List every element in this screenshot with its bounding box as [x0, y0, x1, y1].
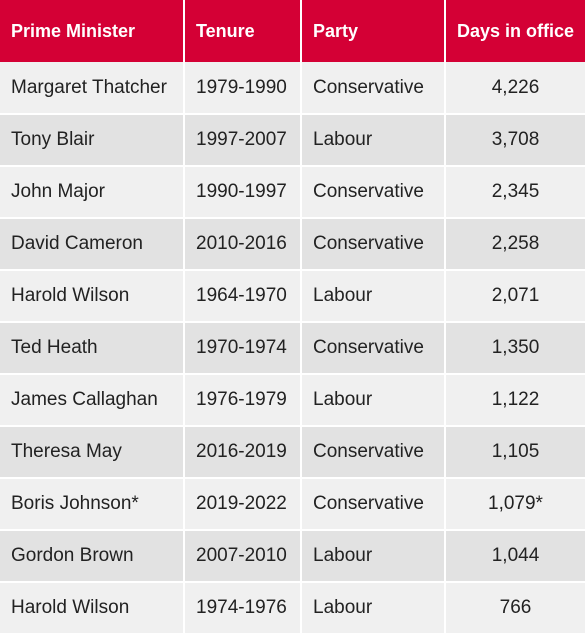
cell-tenure: 2010-2016 — [184, 218, 302, 271]
header-tenure: Tenure — [184, 0, 302, 62]
cell-tenure: 1964-1970 — [184, 270, 302, 323]
cell-party: Conservative — [301, 218, 446, 271]
cell-party: Labour — [301, 270, 446, 323]
table-row: Margaret Thatcher 1979-1990 Conservative 4,… — [0, 62, 585, 115]
table-row: Boris Johnson* 2019-2022 Conservative 1,079… — [0, 478, 585, 531]
cell-tenure: 1976-1979 — [184, 374, 302, 427]
cell-tenure: 1979-1990 — [184, 62, 302, 115]
cell-days-in-office: 3,708 — [445, 114, 585, 167]
table-row: John Major 1990-1997 Conservative 2,345 — [0, 166, 585, 219]
cell-days-in-office: 766 — [445, 582, 585, 635]
table-row: Gordon Brown 2007-2010 Labour 1,044 — [0, 530, 585, 583]
table-row: Theresa May 2016-2019 Conservative 1,105 — [0, 426, 585, 479]
cell-party: Labour — [301, 374, 446, 427]
cell-party: Labour — [301, 530, 446, 583]
table-row: James Callaghan 1976-1979 Labour 1,122 — [0, 374, 585, 427]
cell-party: Labour — [301, 582, 446, 635]
cell-party: Conservative — [301, 478, 446, 531]
cell-prime-minister: Harold Wilson — [0, 270, 185, 323]
cell-prime-minister: Gordon Brown — [0, 530, 185, 583]
cell-party: Conservative — [301, 426, 446, 479]
cell-days-in-office: 1,350 — [445, 322, 585, 375]
table-row: Harold Wilson 1964-1970 Labour 2,071 — [0, 270, 585, 323]
cell-prime-minister: James Callaghan — [0, 374, 185, 427]
table-body: Margaret Thatcher 1979-1990 Conservative 4,… — [0, 62, 585, 635]
cell-prime-minister: John Major — [0, 166, 185, 219]
cell-days-in-office: 2,071 — [445, 270, 585, 323]
cell-party: Conservative — [301, 62, 446, 115]
cell-tenure: 2007-2010 — [184, 530, 302, 583]
header-prime-minister: Prime Minister — [0, 0, 185, 62]
cell-days-in-office: 4,226 — [445, 62, 585, 115]
cell-tenure: 2019-2022 — [184, 478, 302, 531]
header-days-in-office: Days in office — [445, 0, 585, 62]
header-row: Prime Minister Tenure Party Days in offi… — [0, 0, 585, 62]
cell-prime-minister: Tony Blair — [0, 114, 185, 167]
cell-days-in-office: 1,122 — [445, 374, 585, 427]
cell-tenure: 1997-2007 — [184, 114, 302, 167]
cell-days-in-office: 1,044 — [445, 530, 585, 583]
cell-tenure: 2016-2019 — [184, 426, 302, 479]
cell-tenure: 1990-1997 — [184, 166, 302, 219]
cell-days-in-office: 1,079* — [445, 478, 585, 531]
table-row: David Cameron 2010-2016 Conservative 2,258 — [0, 218, 585, 271]
header-party: Party — [301, 0, 446, 62]
cell-prime-minister: Theresa May — [0, 426, 185, 479]
cell-tenure: 1974-1976 — [184, 582, 302, 635]
cell-days-in-office: 2,258 — [445, 218, 585, 271]
cell-prime-minister: Ted Heath — [0, 322, 185, 375]
cell-prime-minister: Boris Johnson* — [0, 478, 185, 531]
cell-party: Conservative — [301, 322, 446, 375]
table-row: Ted Heath 1970-1974 Conservative 1,350 — [0, 322, 585, 375]
cell-party: Conservative — [301, 166, 446, 219]
cell-prime-minister: David Cameron — [0, 218, 185, 271]
table-row: Tony Blair 1997-2007 Labour 3,708 — [0, 114, 585, 167]
cell-days-in-office: 1,105 — [445, 426, 585, 479]
cell-days-in-office: 2,345 — [445, 166, 585, 219]
cell-tenure: 1970-1974 — [184, 322, 302, 375]
table-row: Harold Wilson 1974-1976 Labour 766 — [0, 582, 585, 635]
cell-party: Labour — [301, 114, 446, 167]
cell-prime-minister: Harold Wilson — [0, 582, 185, 635]
cell-prime-minister: Margaret Thatcher — [0, 62, 185, 115]
